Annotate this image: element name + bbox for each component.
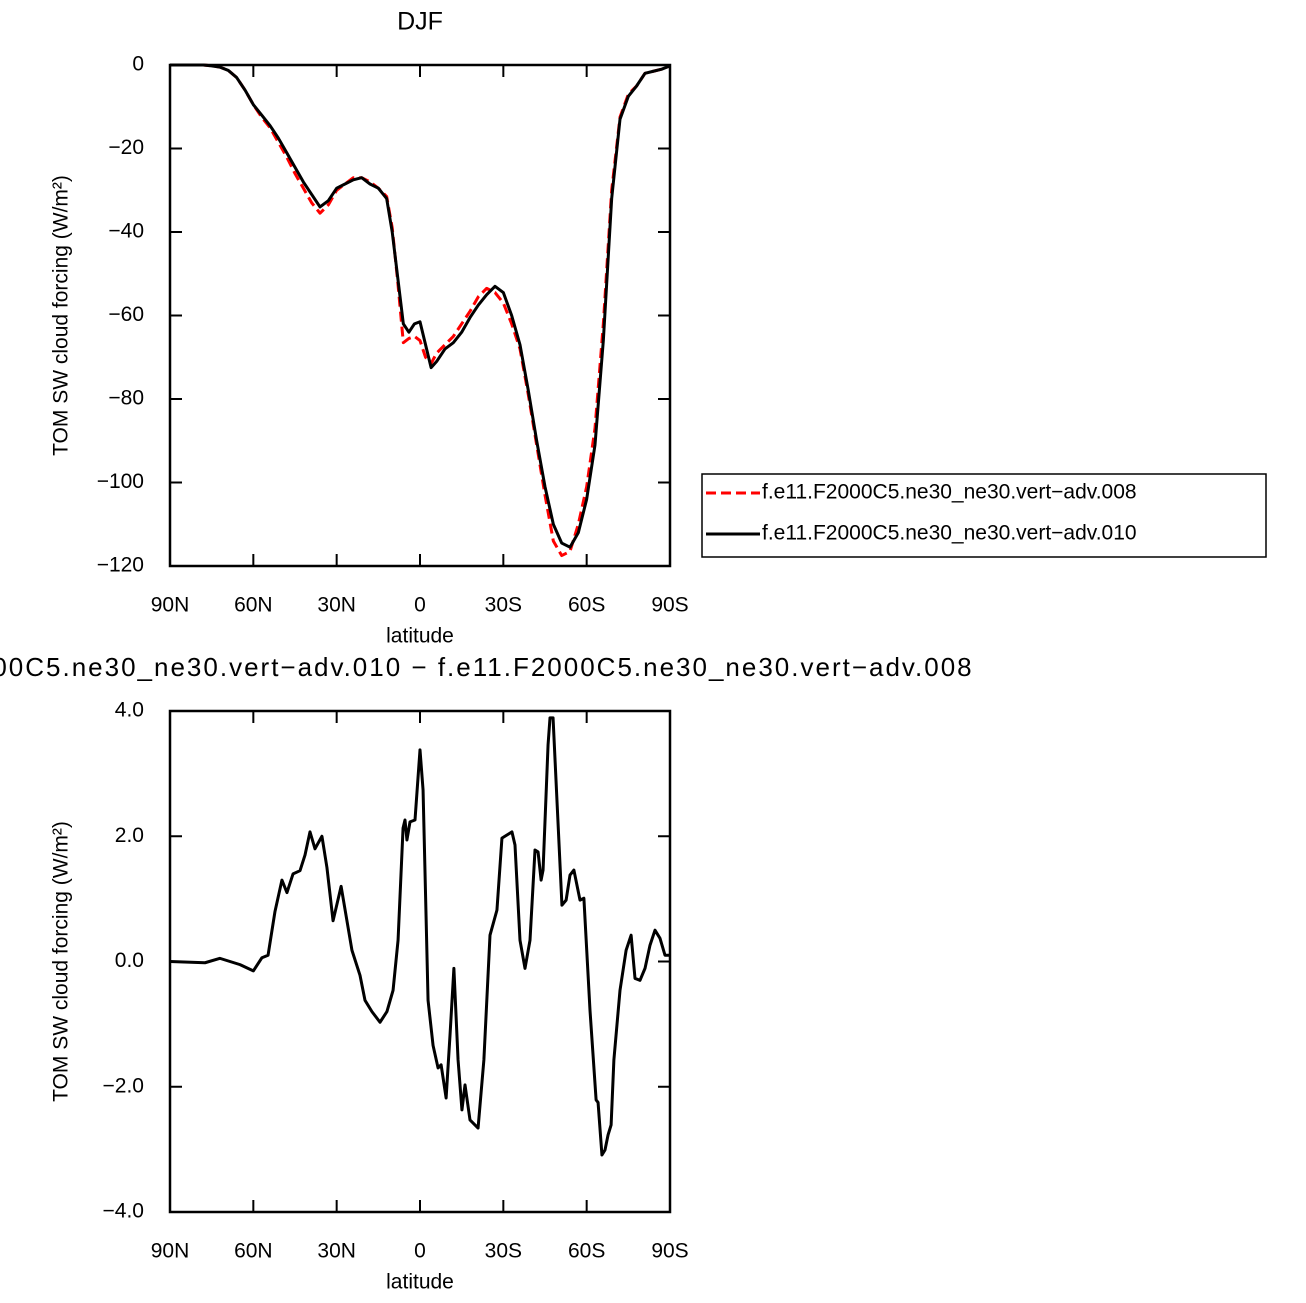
x-tick-label: 0 [414, 594, 426, 617]
data-line [170, 63, 671, 558]
plot-frame [168, 709, 672, 1214]
y-tick-label: 0.0 [115, 949, 144, 972]
chart-title: f.e11.F2000C5.ne30_ne30.vert−adv.010 − f… [0, 652, 974, 682]
x-tick-label: 0 [414, 1240, 426, 1263]
y-axis-label: TOM SW cloud forcing (W/m²) [50, 175, 73, 456]
y-tick-label: −40 [108, 220, 144, 243]
chart-title: DJF [397, 8, 443, 36]
x-tick-label: 60S [568, 1240, 605, 1263]
y-tick-label: 4.0 [115, 699, 144, 722]
y-tick-label: −120 [97, 554, 144, 577]
legend-box [701, 473, 1267, 558]
x-tick-label: 30N [317, 594, 356, 617]
y-tick-label: −80 [108, 387, 144, 410]
x-tick-label: 90N [151, 594, 190, 617]
x-tick-label: 90S [651, 1240, 688, 1263]
data-line [169, 716, 670, 1157]
y-tick-label: −20 [108, 136, 144, 159]
x-tick-label: 60N [234, 594, 273, 617]
y-tick-label: −4.0 [103, 1200, 144, 1223]
y-tick-label: 0 [132, 53, 144, 76]
x-axis-label: latitude [386, 625, 454, 648]
legend-label: f.e11.F2000C5.ne30_ne30.vert−adv.010 [762, 522, 1137, 545]
x-tick-label: 30S [485, 1240, 522, 1263]
y-tick-label: −60 [108, 303, 144, 326]
x-tick-label: 90S [651, 594, 688, 617]
x-tick-label: 60N [234, 1240, 273, 1263]
x-tick-label: 60S [568, 594, 605, 617]
y-tick-label: −100 [97, 470, 144, 493]
y-axis-label: TOM SW cloud forcing (W/m²) [50, 821, 73, 1102]
legend-label: f.e11.F2000C5.ne30_ne30.vert−adv.008 [762, 481, 1137, 504]
x-axis-label: latitude [386, 1271, 454, 1294]
data-line [170, 63, 671, 549]
x-tick-label: 90N [151, 1240, 190, 1263]
x-tick-label: 30N [317, 1240, 356, 1263]
y-tick-label: 2.0 [115, 824, 144, 847]
x-tick-label: 30S [485, 594, 522, 617]
y-tick-label: −2.0 [103, 1074, 144, 1097]
plot-frame [168, 63, 672, 568]
